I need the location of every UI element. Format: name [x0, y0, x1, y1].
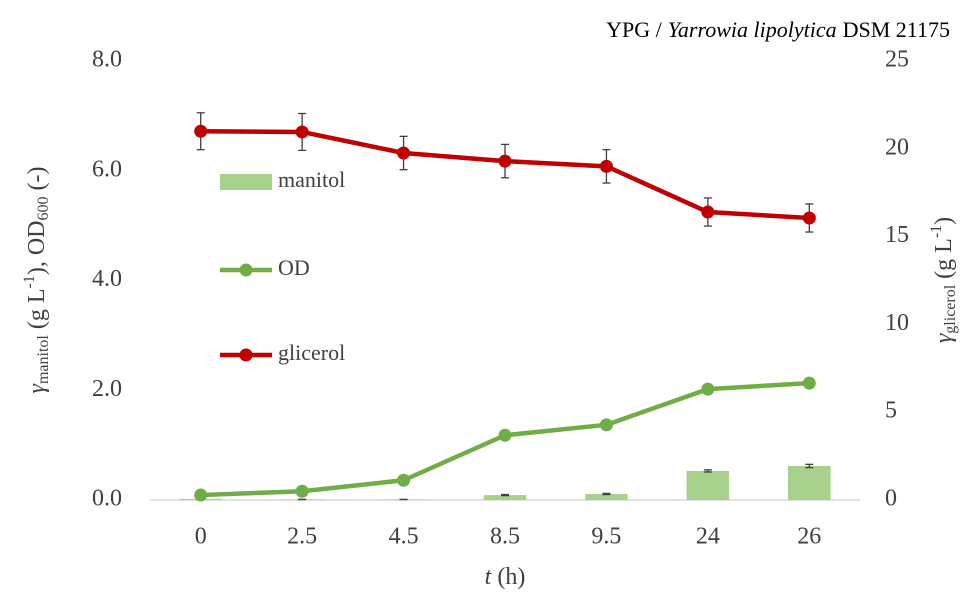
marker [701, 205, 715, 219]
y2-tick-label: 5 [885, 398, 897, 424]
y2-tick-label: 10 [885, 310, 909, 336]
marker [498, 428, 512, 442]
marker [295, 125, 309, 139]
marker [802, 376, 816, 390]
title-part: Yarrowia lipolytica [668, 17, 837, 42]
label-part: glicerol [942, 284, 959, 333]
marker [498, 154, 512, 168]
y-tick-label: 6.0 [92, 156, 122, 182]
label-part: manitol [35, 335, 52, 384]
y-tick-label: 8.0 [92, 47, 122, 73]
label-part: (h) [497, 564, 525, 590]
label-part: t [485, 564, 493, 590]
bar [686, 470, 730, 500]
marker [194, 488, 208, 502]
bar [585, 493, 628, 500]
legend-label: manitol [278, 167, 345, 192]
marker [397, 146, 411, 160]
marker [802, 211, 816, 225]
y2-tick-label: 0 [885, 486, 897, 512]
y-tick-label: 0.0 [92, 486, 122, 512]
label-part: 600 [35, 196, 52, 220]
bar [483, 495, 527, 500]
y-tick-label: 2.0 [92, 376, 122, 402]
x-tick-label: 26 [797, 524, 821, 550]
label-part: (g L [24, 288, 50, 329]
marker [701, 382, 715, 396]
marker [397, 473, 411, 487]
y-axis-label: γmanitol (g L-1), OD600 (-) [21, 167, 52, 394]
marker [599, 418, 613, 432]
y2-tick-label: 15 [885, 222, 909, 248]
label-part: (-) [24, 167, 50, 191]
y2-tick-label: 20 [885, 134, 909, 160]
marker [295, 484, 309, 498]
legend-label: glicerol [278, 340, 345, 365]
x-tick-label: 24 [696, 524, 720, 550]
legend-marker [239, 263, 253, 277]
y2-axis-label: γglicerol (g L-1) [928, 217, 959, 343]
marker [599, 159, 613, 173]
title-part: YPG / [606, 17, 663, 42]
legend-swatch [220, 174, 272, 190]
x-tick-label: 9.5 [591, 524, 621, 550]
bar [787, 465, 831, 500]
legend-marker [239, 348, 253, 362]
legend-label: OD [278, 255, 310, 280]
x-axis-label: t (h) [485, 564, 526, 590]
label-part: ), OD [24, 220, 50, 275]
y2-tick-label: 25 [885, 47, 909, 73]
title-part: DSM 21175 [843, 17, 950, 42]
label-part: -1 [21, 275, 38, 288]
chart-title: YPG / Yarrowia lipolytica DSM 21175 [606, 17, 950, 42]
label-part: -1 [928, 225, 945, 238]
y-tick-label: 4.0 [92, 266, 122, 292]
marker [194, 124, 208, 138]
x-tick-label: 2.5 [287, 524, 317, 550]
label-part: γ [931, 333, 957, 343]
label-part: (g L [931, 238, 957, 279]
x-tick-label: 4.5 [389, 524, 419, 550]
label-part: γ [24, 383, 50, 393]
label-part: ) [931, 217, 957, 225]
x-tick-label: 8.5 [490, 524, 520, 550]
x-tick-label: 0 [195, 524, 207, 550]
